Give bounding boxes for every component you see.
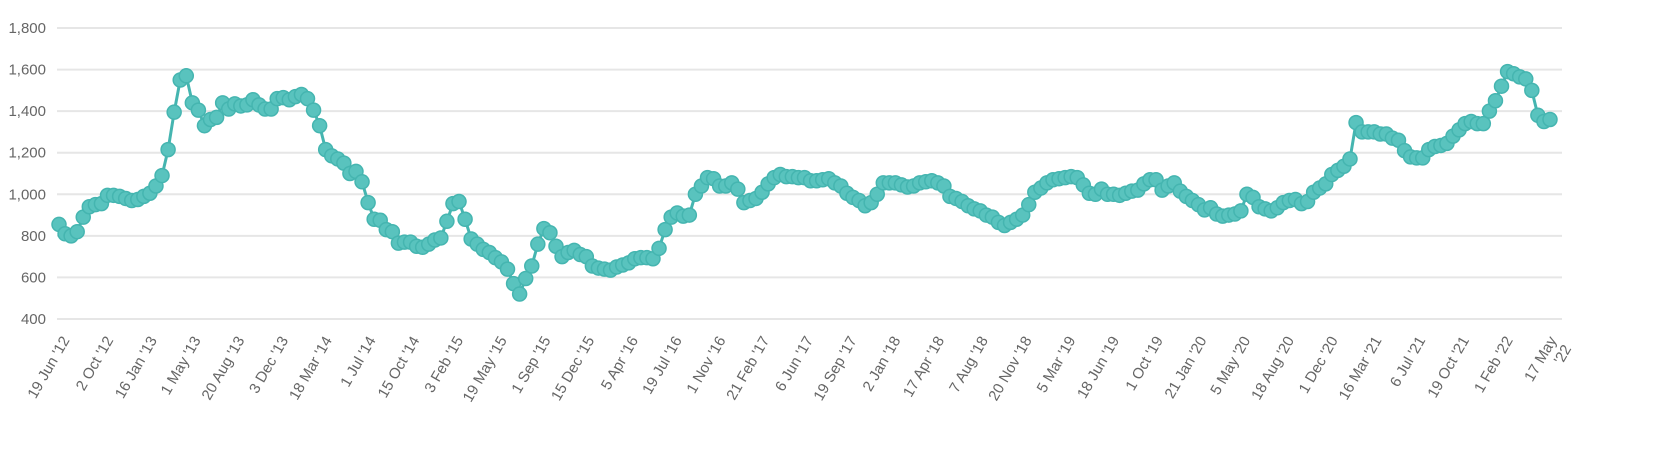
x-tick-label: 21 Feb '17 <box>723 334 773 403</box>
data-point[interactable] <box>433 230 449 246</box>
x-tick-label: 20 Nov '18 <box>985 334 1035 404</box>
data-point[interactable] <box>524 258 540 274</box>
data-point[interactable] <box>542 224 558 241</box>
y-axis-labels: 400 600 800 1,000 1,200 1,400 1,600 1,800 <box>8 20 46 328</box>
x-tick-label: 15 Dec '15 <box>548 334 598 404</box>
x-tick-label: 1 Oct '19 <box>1122 334 1167 394</box>
y-tick-label: 1,400 <box>8 103 46 120</box>
data-point[interactable] <box>1021 196 1037 213</box>
x-tick-label: 17 May'22 <box>1521 333 1575 393</box>
data-point[interactable] <box>1493 78 1510 94</box>
x-tick-label: 17 Apr '18 <box>900 334 948 401</box>
x-tick-label: 19 Sep '17 <box>810 334 860 404</box>
data-point[interactable] <box>1542 111 1558 128</box>
data-points <box>51 63 1558 302</box>
data-point[interactable] <box>154 167 170 184</box>
data-point[interactable] <box>1342 151 1358 167</box>
x-tick-label: 1 Nov '16 <box>683 334 729 397</box>
x-tick-label: 18 Mar '14 <box>286 334 336 403</box>
data-point[interactable] <box>208 109 225 126</box>
x-tick-label: 19 Oct '21 <box>1424 334 1473 401</box>
data-point[interactable] <box>530 236 546 252</box>
data-point[interactable] <box>311 117 328 134</box>
x-tick-label: 6 Jul '21 <box>1387 334 1429 390</box>
data-point[interactable] <box>499 261 516 277</box>
data-point[interactable] <box>439 213 455 230</box>
y-tick-label: 400 <box>21 311 46 328</box>
x-tick-label: 7 Aug '18 <box>946 334 992 396</box>
data-point[interactable] <box>166 104 182 120</box>
x-tick-label: 3 Feb '15 <box>421 334 467 396</box>
data-point[interactable] <box>178 68 195 84</box>
x-tick-label: 5 Mar '19 <box>1034 334 1080 396</box>
data-point[interactable] <box>354 174 370 190</box>
x-tick-label: 21 Jan '20 <box>1161 334 1210 402</box>
x-tick-label: 6 Jun '17 <box>772 334 817 395</box>
data-point[interactable] <box>681 207 698 223</box>
data-point[interactable] <box>1475 115 1492 132</box>
data-point[interactable] <box>160 141 176 158</box>
x-tick-label: 2 Oct '12 <box>73 334 118 394</box>
x-tick-label: 1 Sep '15 <box>508 334 554 397</box>
x-tick-label: 2 Jan '18 <box>860 334 905 395</box>
x-tick-label: 15 Oct '14 <box>375 334 424 401</box>
x-tick-label: 19 Jul '16 <box>639 334 686 398</box>
x-tick-label: 19 Jun '12 <box>24 334 73 402</box>
x-tick-label: 1 Feb '22 <box>1471 334 1517 396</box>
y-tick-label: 600 <box>21 269 46 286</box>
data-point[interactable] <box>730 181 746 197</box>
x-tick-label: 1 Jul '14 <box>337 334 379 390</box>
data-point[interactable] <box>1487 93 1504 109</box>
data-point[interactable] <box>657 221 673 238</box>
x-tick-label: 5 May '20 <box>1207 334 1254 398</box>
data-point[interactable] <box>360 194 376 211</box>
data-point[interactable] <box>1233 203 1249 219</box>
x-tick-label: 1 May '13 <box>158 334 205 398</box>
data-point[interactable] <box>517 270 534 287</box>
y-tick-label: 1,800 <box>8 20 46 37</box>
data-point[interactable] <box>457 211 473 227</box>
data-point[interactable] <box>69 223 85 240</box>
data-point[interactable] <box>511 286 528 302</box>
data-point[interactable] <box>451 193 467 210</box>
x-tick-label: 3 Dec '13 <box>246 334 292 397</box>
data-point[interactable] <box>305 102 322 118</box>
x-tick-label: 19 May '15 <box>460 333 511 405</box>
data-point[interactable] <box>651 240 667 257</box>
x-tick-label: 1 Dec '20 <box>1296 334 1342 397</box>
x-tick-label: 16 Jan '13 <box>112 334 161 402</box>
x-tick-label: 18 Aug '20 <box>1248 334 1298 404</box>
x-tick-label: 16 Mar '21 <box>1336 334 1386 403</box>
data-point[interactable] <box>1524 82 1540 99</box>
y-tick-label: 1,600 <box>8 62 46 79</box>
y-tick-label: 800 <box>21 228 46 245</box>
data-point[interactable] <box>190 102 207 118</box>
x-tick-label: 18 Jun '19 <box>1074 334 1123 402</box>
y-tick-label: 1,000 <box>8 186 46 203</box>
x-tick-label: 5 Apr '16 <box>598 334 642 393</box>
x-tick-label: 20 Aug '13 <box>198 334 248 404</box>
y-tick-label: 1,200 <box>8 145 46 162</box>
